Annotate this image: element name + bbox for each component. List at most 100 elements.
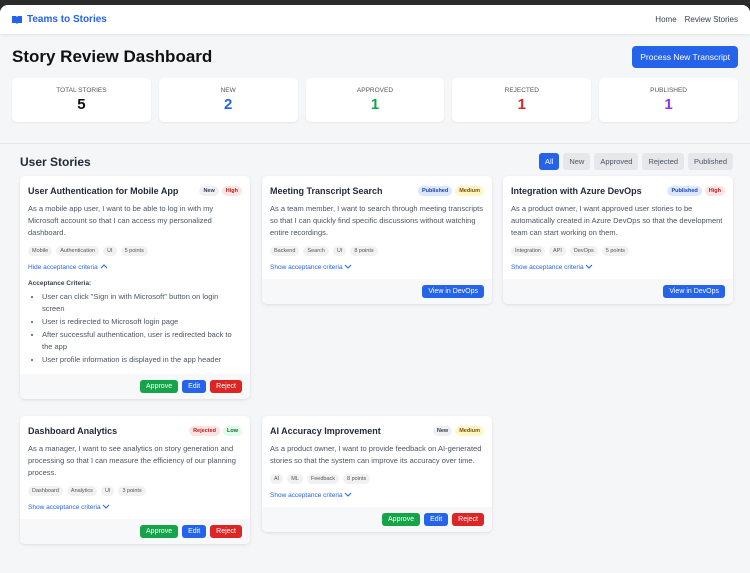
- story-tag: UI: [103, 246, 117, 256]
- story-title: Meeting Transcript Search: [270, 186, 383, 196]
- status-badge: New: [432, 426, 453, 436]
- story-tag: Analytics: [66, 486, 97, 496]
- priority-badge: Medium: [455, 426, 484, 436]
- story-card: Integration with Azure DevOps Published Hi…: [503, 176, 733, 304]
- nav-review-stories[interactable]: Review Stories: [684, 15, 738, 24]
- reject-button[interactable]: Reject: [210, 380, 242, 393]
- criteria-toggle[interactable]: Show acceptance criteria: [28, 504, 242, 511]
- story-tag: Feedback: [306, 474, 339, 484]
- stat-label: Approved: [356, 87, 394, 94]
- story-tag: 3 points: [118, 486, 146, 496]
- story-tag: Dashboard: [28, 486, 63, 496]
- stat-value: 5: [77, 96, 86, 113]
- app-window: Teams to Stories Home Review Stories Sto…: [0, 5, 750, 573]
- criteria-toggle-label: Show acceptance criteria: [28, 504, 101, 511]
- story-tag: Authentication: [56, 246, 100, 256]
- filter-new[interactable]: New: [563, 153, 591, 170]
- criteria-toggle-label: Hide acceptance criteria: [28, 264, 98, 271]
- criteria-item: User is redirected to Microsoft login pa…: [42, 316, 242, 328]
- filter-published[interactable]: Published: [688, 153, 733, 170]
- story-tag: API: [549, 246, 566, 256]
- story-tag: UI: [332, 246, 347, 256]
- brand-link[interactable]: Teams to Stories: [12, 14, 107, 25]
- chevron-icon: [586, 264, 593, 269]
- process-transcript-button[interactable]: Process New Transcript: [632, 46, 738, 68]
- stat-rejected: Rejected 1: [452, 78, 592, 122]
- view-in-devops-button[interactable]: View in DevOps: [663, 285, 725, 298]
- filter-all[interactable]: All: [538, 153, 560, 170]
- chevron-icon: [103, 504, 110, 509]
- stat-total-stories: Total Stories 5: [12, 78, 151, 122]
- criteria-item: After successful authentication, user is…: [42, 329, 242, 353]
- edit-button[interactable]: Edit: [424, 513, 449, 526]
- story-description: As a product owner, I want approved user…: [511, 204, 723, 237]
- story-description: As a manager, I want to see analytics on…: [28, 444, 236, 477]
- view-in-devops-button[interactable]: View in DevOps: [422, 285, 484, 298]
- edit-button[interactable]: Edit: [182, 525, 207, 538]
- story-title: AI Accuracy Improvement: [270, 426, 381, 436]
- nav-home[interactable]: Home: [655, 15, 677, 24]
- story-description: As a mobile app user, I want to be able …: [28, 204, 214, 237]
- criteria-item: User can click "Sign in with Microsoft" …: [42, 291, 242, 315]
- story-title: User Authentication for Mobile App: [28, 186, 179, 196]
- story-description: As a team member, I want to search throu…: [270, 204, 484, 237]
- story-tag: AI: [270, 474, 284, 484]
- story-card: User Authentication for Mobile App New Hig…: [20, 176, 250, 399]
- reject-button[interactable]: Reject: [452, 513, 484, 526]
- brand-name: Teams to Stories: [27, 14, 107, 25]
- criteria-item: User profile information is displayed in…: [42, 354, 242, 366]
- criteria-toggle[interactable]: Show acceptance criteria: [270, 264, 484, 271]
- stat-value: 1: [370, 96, 380, 113]
- stat-new: New 2: [158, 78, 298, 122]
- stat-label: Rejected: [504, 87, 539, 94]
- stat-value: 1: [664, 96, 673, 113]
- story-tag: Mobile: [28, 246, 53, 256]
- story-card: Meeting Transcript Search Published Medium…: [262, 176, 492, 304]
- user-stories-section: User Stories All New Approved Rejected Publi…: [0, 143, 750, 573]
- priority-badge: Medium: [455, 186, 484, 196]
- stat-label: Total Stories: [56, 87, 107, 94]
- story-tag: Search: [303, 246, 329, 256]
- story-card: AI Accuracy Improvement New Medium As a pr…: [262, 416, 492, 532]
- filter-rejected[interactable]: Rejected: [642, 153, 685, 170]
- story-card: Dashboard Analytics Rejected Low As a mana…: [20, 416, 250, 544]
- approve-button[interactable]: Approve: [140, 380, 179, 393]
- priority-badge: Low: [223, 426, 242, 436]
- story-tag: 5 points: [120, 246, 148, 256]
- stat-published: Published 1: [599, 78, 738, 122]
- page-title: Story Review Dashboard: [12, 47, 213, 66]
- criteria-toggle[interactable]: Show acceptance criteria: [270, 492, 484, 499]
- status-badge: Published: [667, 186, 702, 196]
- approve-button[interactable]: Approve: [140, 525, 179, 538]
- stat-value: 1: [517, 96, 526, 113]
- stat-label: New: [220, 87, 236, 94]
- reject-button[interactable]: Reject: [210, 525, 242, 538]
- status-badge: Rejected: [189, 426, 220, 436]
- story-tag: ML: [287, 474, 303, 484]
- acceptance-criteria: Acceptance Criteria: User can click "Sign…: [28, 280, 242, 366]
- criteria-toggle[interactable]: Hide acceptance criteria: [28, 264, 242, 271]
- navbar: Teams to Stories Home Review Stories: [0, 5, 750, 34]
- stat-label: Published: [650, 87, 688, 94]
- criteria-toggle[interactable]: Show acceptance criteria: [511, 264, 725, 271]
- story-tag: 5 points: [601, 246, 630, 256]
- edit-button[interactable]: Edit: [182, 380, 207, 393]
- criteria-toggle-label: Show acceptance criteria: [270, 492, 343, 499]
- story-tag: DevOps: [569, 246, 598, 256]
- chevron-icon: [345, 492, 352, 497]
- stat-approved: Approved 1: [305, 78, 445, 122]
- priority-badge: High: [221, 186, 242, 196]
- chevron-icon: [345, 264, 352, 269]
- status-badge: New: [199, 186, 219, 196]
- stat-value: 2: [224, 96, 233, 113]
- story-title: Dashboard Analytics: [28, 426, 118, 436]
- story-tag: Integration: [511, 246, 545, 256]
- chevron-icon: [100, 264, 107, 269]
- criteria-toggle-label: Show acceptance criteria: [511, 264, 584, 271]
- story-description: As a product owner, I want to provide fe…: [270, 444, 482, 465]
- story-title: Integration with Azure DevOps: [511, 186, 642, 196]
- filter-approved[interactable]: Approved: [594, 153, 639, 170]
- approve-button[interactable]: Approve: [382, 513, 421, 526]
- story-tag: Backend: [270, 246, 300, 256]
- criteria-title: Acceptance Criteria:: [28, 280, 92, 287]
